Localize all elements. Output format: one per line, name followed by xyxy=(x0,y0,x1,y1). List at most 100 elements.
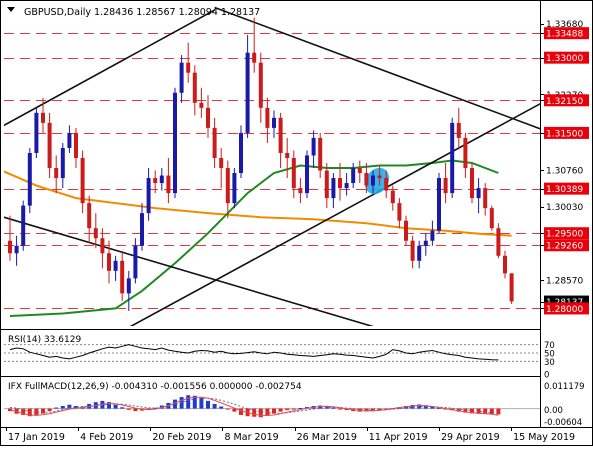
macd-histogram-bar xyxy=(456,408,461,412)
macd-histogram-bar xyxy=(258,408,263,418)
candle-body xyxy=(305,155,309,194)
slow-moving-average-line xyxy=(4,170,512,237)
macd-histogram-bar xyxy=(377,408,382,411)
trendline xyxy=(4,9,215,127)
candle-body xyxy=(311,137,316,156)
candle-body xyxy=(476,188,481,199)
macd-histogram-bar xyxy=(186,395,191,409)
macd-histogram-bar xyxy=(265,408,270,416)
level-price-box xyxy=(544,94,589,107)
macd-histogram-bar xyxy=(476,408,481,414)
macd-histogram-bar xyxy=(470,408,474,414)
symbol-label: GBPUSD,Daily xyxy=(24,7,91,18)
candle-body xyxy=(60,147,65,179)
trendline xyxy=(129,102,540,326)
macd-label: IFX FullMACD(12,26,9) -0.004310 -0.00155… xyxy=(8,382,302,392)
level-price-box xyxy=(544,51,589,64)
candle-body xyxy=(404,220,408,241)
candle-body xyxy=(489,208,494,229)
candle-body xyxy=(278,117,283,153)
trendlines xyxy=(4,6,540,326)
rsi-level-50: 50 xyxy=(544,350,555,360)
candle-body xyxy=(54,168,59,179)
candle-body xyxy=(199,102,204,108)
macd-histogram-bar xyxy=(298,408,303,410)
candle-body xyxy=(34,112,39,153)
macd-histogram-bar xyxy=(272,408,276,414)
time-tick-label: 15 May 2019 xyxy=(513,432,575,443)
candle-body xyxy=(371,175,375,186)
candle-body xyxy=(232,173,237,204)
macd-dotted-line xyxy=(9,397,499,415)
horizontal-levels xyxy=(4,33,540,309)
macd-histogram-bar xyxy=(331,407,336,409)
candle-body xyxy=(430,230,435,241)
candle-body xyxy=(450,122,455,194)
candle-body xyxy=(397,203,402,221)
macd-signal-line xyxy=(9,396,499,417)
macd-histogram-bar xyxy=(437,407,441,409)
price-tick-label: 1.29500 xyxy=(546,230,583,240)
macd-histogram-bar xyxy=(67,404,72,409)
price-tick-label: 1.32150 xyxy=(546,97,583,107)
candle-body xyxy=(324,170,329,199)
rsi-level-0: 0 xyxy=(544,371,549,381)
macd-scale-bottom: -0.00604 xyxy=(544,418,582,428)
level-price-box xyxy=(544,27,589,40)
candle-body xyxy=(239,132,243,174)
macd-histogram-bar xyxy=(27,408,32,417)
macd-scale-zero: 0.00 xyxy=(544,406,563,416)
time-tick-label: 20 Feb 2019 xyxy=(152,432,211,443)
candle-body xyxy=(21,205,26,246)
candle-body xyxy=(41,112,45,123)
level-price-box xyxy=(544,239,589,252)
candle-body xyxy=(192,72,197,103)
price-tick-label: 1.30389 xyxy=(546,185,583,195)
candle-body xyxy=(456,122,461,138)
macd-scale-top: 0.011179 xyxy=(544,382,585,392)
candle-body xyxy=(384,178,389,191)
candle-body xyxy=(120,260,125,294)
candle-body xyxy=(344,183,349,189)
candlesticks xyxy=(8,17,514,311)
candle-body xyxy=(298,188,303,194)
dropdown-arrow-icon xyxy=(7,7,15,12)
macd-histogram-bar xyxy=(21,408,26,415)
candle-body xyxy=(212,127,217,158)
candle-body xyxy=(67,132,72,148)
candle-body xyxy=(219,157,224,169)
macd-histogram-bar xyxy=(232,408,237,412)
candle-body xyxy=(443,178,448,194)
candle-body xyxy=(258,62,263,108)
time-tick-label: 8 Mar 2019 xyxy=(224,432,278,443)
candle-body xyxy=(331,178,336,199)
macd-histogram-bar xyxy=(54,407,59,409)
candle-body xyxy=(338,178,342,189)
macd-histogram-bar xyxy=(430,406,435,409)
macd-histogram-bar xyxy=(133,408,138,412)
moving-averages xyxy=(4,159,512,317)
candle-body xyxy=(503,255,507,274)
price-axis-labels: 1.336801.334881.330001.322701.321501.315… xyxy=(540,20,589,315)
candle-body xyxy=(179,62,184,93)
candle-body xyxy=(14,245,19,254)
rsi-line xyxy=(9,344,499,361)
macd-histogram-bar xyxy=(463,408,468,413)
macd-histogram-bar xyxy=(34,408,39,416)
candle-body xyxy=(8,240,12,254)
candle-body xyxy=(390,190,395,204)
candle-body xyxy=(265,107,270,128)
candle-body xyxy=(377,175,382,179)
time-tick-label: 29 Apr 2019 xyxy=(441,432,500,443)
macd-histogram-bar xyxy=(344,408,349,411)
macd-histogram-bar xyxy=(126,408,131,410)
macd-histogram-bar xyxy=(252,408,257,417)
candle-body xyxy=(173,92,177,194)
candle-body xyxy=(47,122,52,169)
candle-body xyxy=(74,132,78,158)
macd-lines xyxy=(4,395,540,418)
candle-body xyxy=(483,188,488,209)
candle-body xyxy=(417,245,422,261)
fast-moving-average-line xyxy=(9,159,499,317)
macd-histogram-bar xyxy=(278,408,283,412)
